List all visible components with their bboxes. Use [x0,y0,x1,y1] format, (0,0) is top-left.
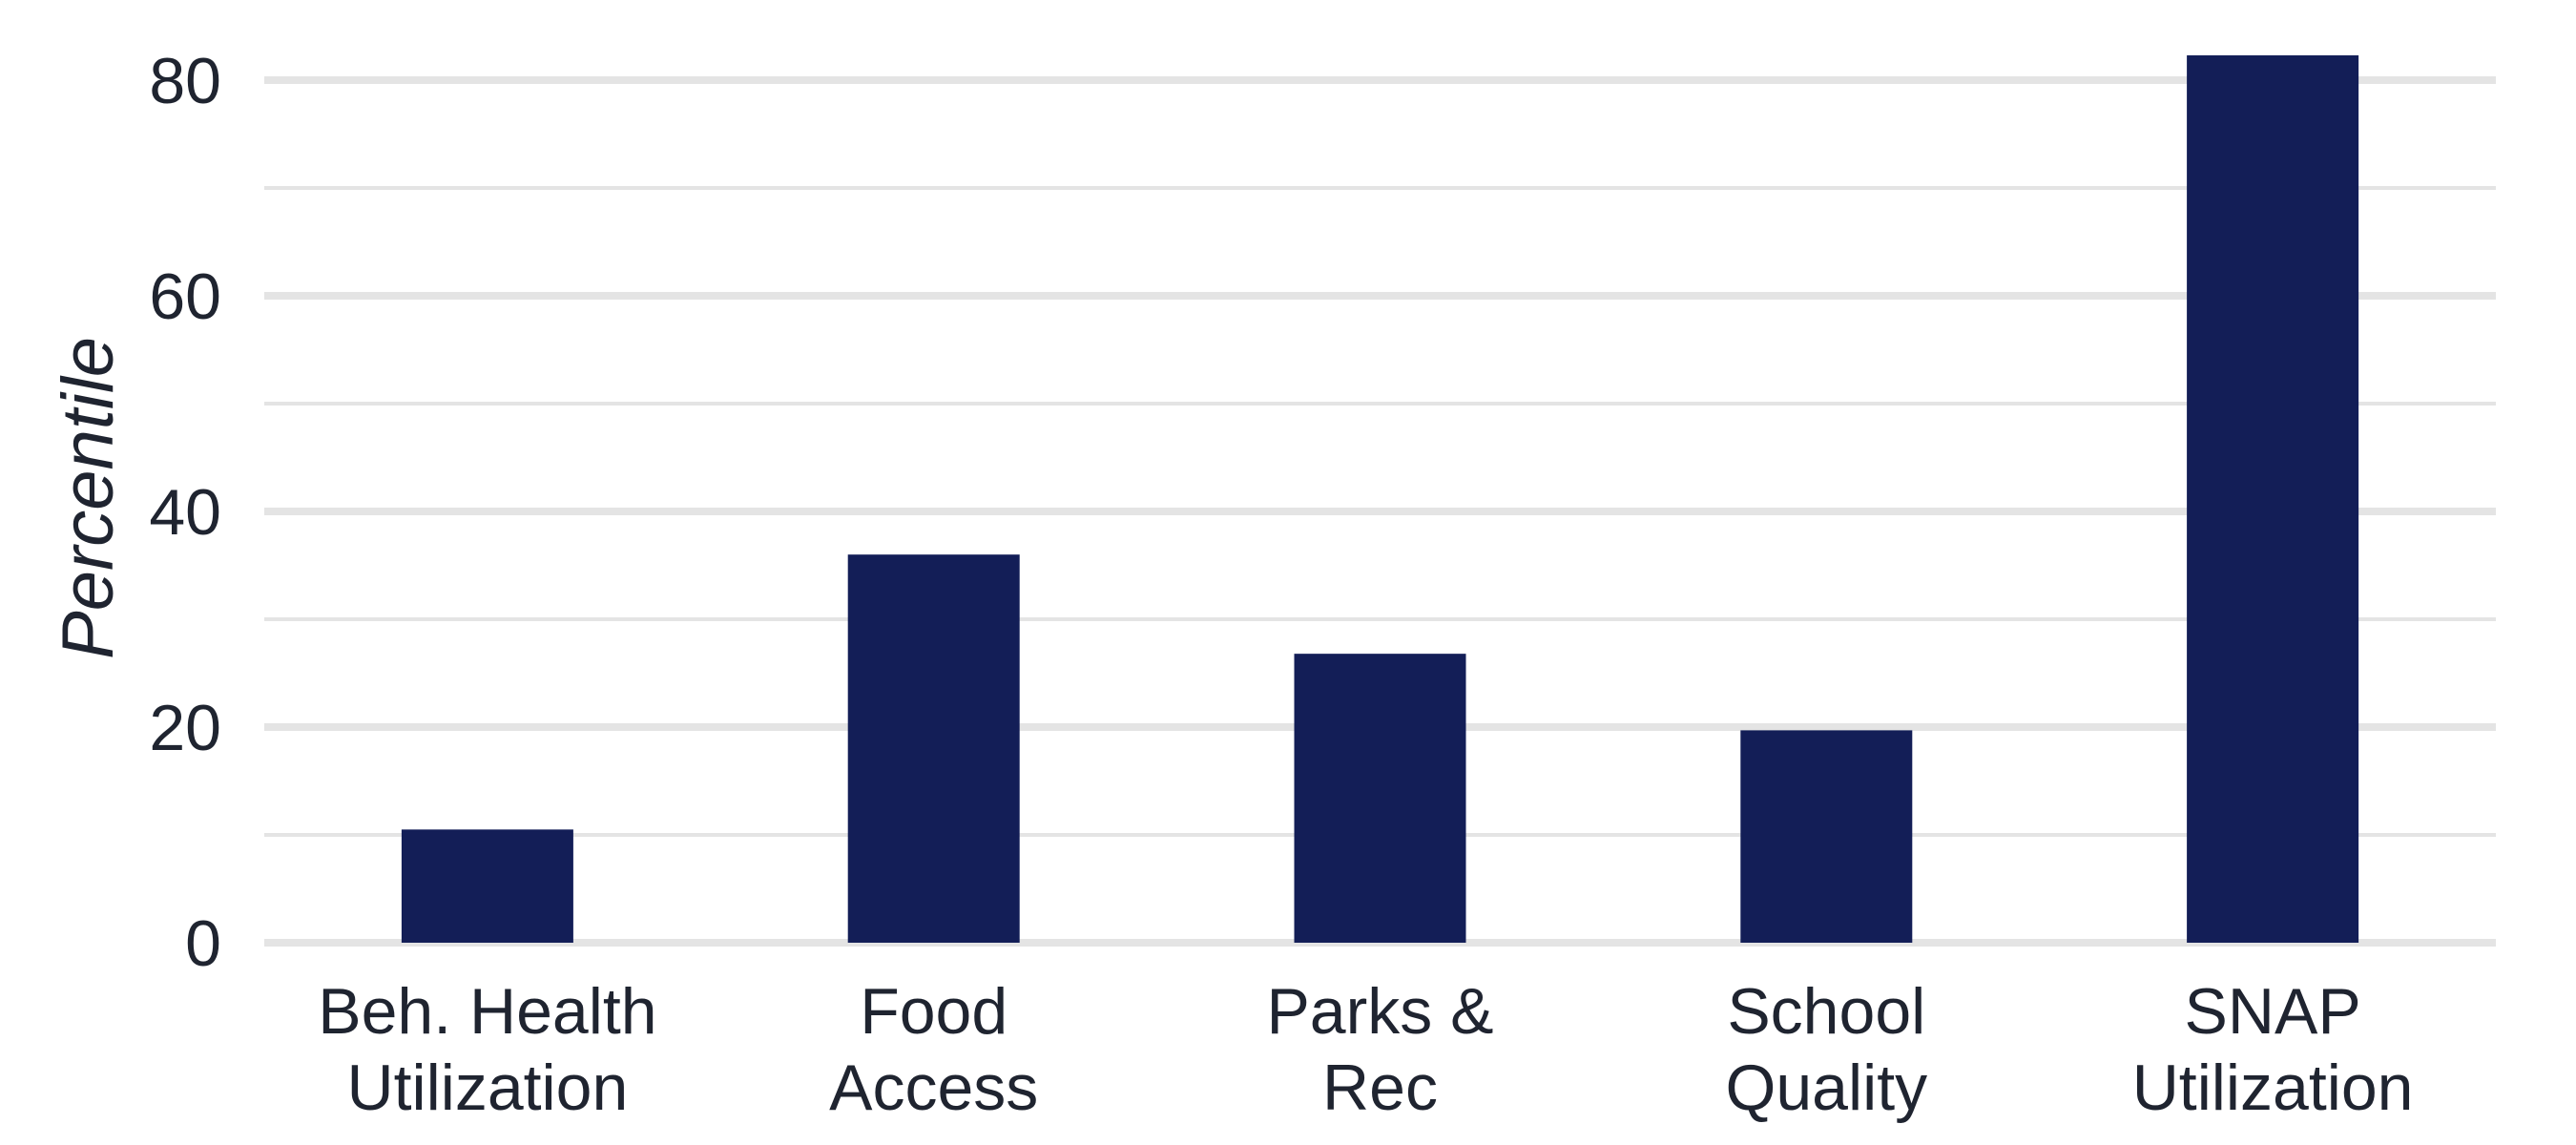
y-tick-label-2: 40 [149,476,221,549]
x-tick-label-1: Food Access [829,975,1038,1124]
y-tick-label-3: 60 [149,260,221,333]
y-axis-label: Percentile [48,337,129,659]
bar-3 [1740,730,1913,943]
y-tick-label-1: 20 [149,692,221,764]
x-tick-label-3: School Quality [1725,975,1927,1124]
y-tick-label-4: 80 [149,45,221,117]
x-tick-label-2: Parks & Rec [1266,975,1493,1124]
bar-4 [2187,55,2359,943]
x-tick-labels: Beh. Health Utilization Food Access Parks & R… [318,975,2413,1124]
x-tick-label-4: SNAP Utilization [2132,975,2414,1124]
bars [401,55,2359,943]
bar-1 [847,554,1020,943]
bar-2 [1294,654,1466,943]
y-tick-label-0: 0 [185,907,221,980]
y-tick-labels: 0 20 40 60 80 [149,45,221,980]
bar-0 [401,829,573,943]
x-tick-label-0: Beh. Health Utilization [318,975,656,1124]
